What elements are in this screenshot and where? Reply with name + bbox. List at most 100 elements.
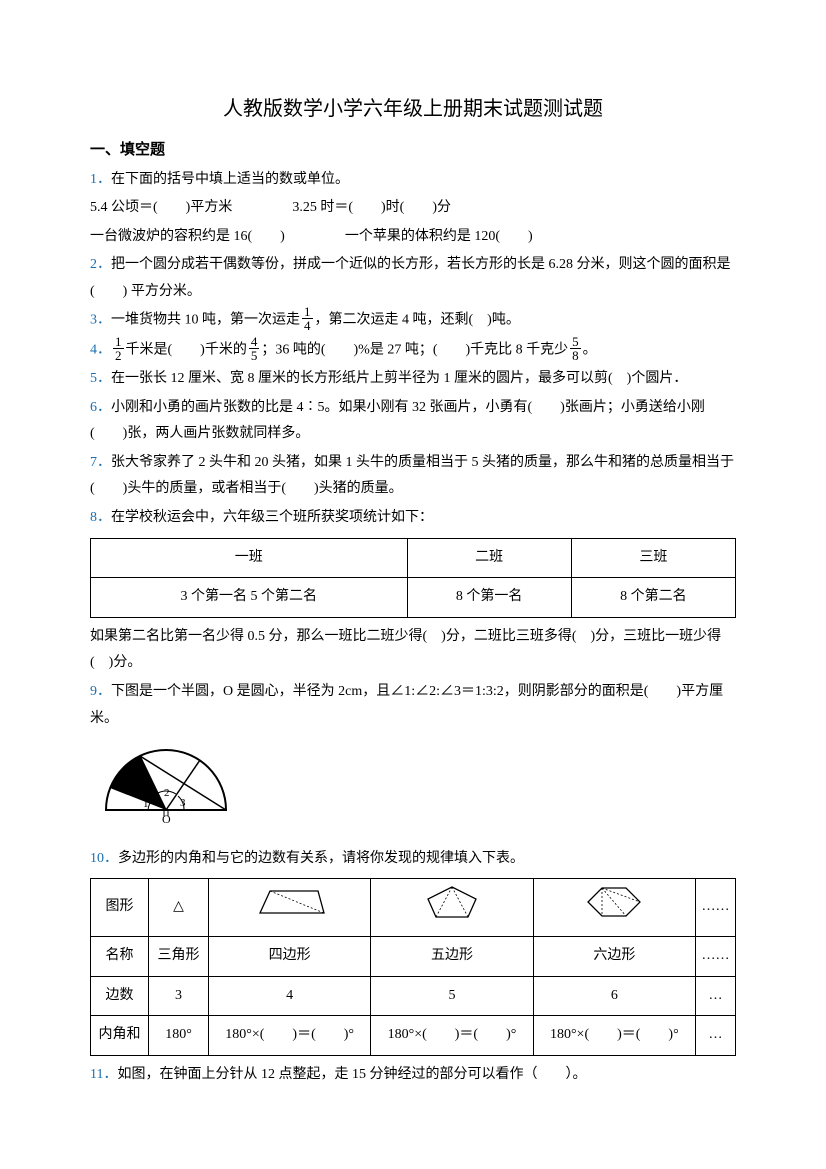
table-row: 3 个第一名 5 个第二名 8 个第一名 8 个第二名 <box>91 578 736 618</box>
table-row: 一班 二班 三班 <box>91 538 736 578</box>
qnum: 5． <box>90 371 111 386</box>
hexagon-icon <box>574 883 654 921</box>
q1-line2: 5.4 公顷＝( )平方米 3.25 时＝( )时( )分 <box>90 195 736 222</box>
qnum: 6． <box>90 400 111 415</box>
question-7: 7．张大爷家养了 2 头牛和 20 头猪，如果 1 头牛的质量相当于 5 头猪的… <box>90 450 736 503</box>
frac-n: 4 <box>249 335 260 349</box>
frac-d: 8 <box>570 349 581 362</box>
q3-mid: ，第二次运走 4 吨，还剩( )吨。 <box>315 313 520 328</box>
question-8: 8．在学校秋运会中，六年级三个班所获奖项统计如下： <box>90 505 736 532</box>
td-shape <box>533 879 695 937</box>
qnum: 11． <box>90 1067 117 1082</box>
td: 内角和 <box>91 1016 149 1056</box>
td: 180°×( )＝( )° <box>533 1016 695 1056</box>
question-5: 5．在一张长 12 厘米、宽 8 厘米的长方形纸片上剪半径为 1 厘米的圆片，最… <box>90 366 736 393</box>
quadrilateral-icon <box>250 885 330 919</box>
td: …… <box>696 879 736 937</box>
question-2: 2．把一个圆分成若干偶数等份，拼成一个近似的长方形，若长方形的长是 6.28 分… <box>90 252 736 305</box>
q9-figure: 1 2 3 O <box>96 740 736 836</box>
qnum: 9． <box>90 684 111 699</box>
td: 5 <box>371 976 533 1016</box>
td: 4 <box>209 976 371 1016</box>
q1-line3: 一台微波炉的容积约是 16( ) 一个苹果的体积约是 120( ) <box>90 224 736 251</box>
td: 三角形 <box>149 937 209 977</box>
table-row: 内角和 180° 180°×( )＝( )° 180°×( )＝( )° 180… <box>91 1016 736 1056</box>
td: 四边形 <box>209 937 371 977</box>
td: 8 个第二名 <box>571 578 735 618</box>
th: 二班 <box>407 538 571 578</box>
qnum: 2． <box>90 257 111 272</box>
td-shape <box>209 879 371 937</box>
q1-text: 在下面的括号中填上适当的数或单位。 <box>111 172 349 187</box>
q9-text: 下图是一个半圆，O 是圆心，半径为 2cm，且∠1:∠2:∠3＝1:3:2，则阴… <box>90 684 723 726</box>
table-row: 名称 三角形 四边形 五边形 六边形 …… <box>91 937 736 977</box>
td: … <box>696 976 736 1016</box>
td: 8 个第一名 <box>407 578 571 618</box>
td: 180°×( )＝( )° <box>371 1016 533 1056</box>
td: 六边形 <box>533 937 695 977</box>
pentagon-icon <box>412 883 492 921</box>
td: 3 <box>149 976 209 1016</box>
table-row: 边数 3 4 5 6 … <box>91 976 736 1016</box>
table-row: 图形 △ …… <box>91 879 736 937</box>
td: 边数 <box>91 976 149 1016</box>
q2-text: 把一个圆分成若干偶数等份，拼成一个近似的长方形，若长方形的长是 6.28 分米，… <box>90 257 731 299</box>
angle-1-label: 1 <box>143 798 149 810</box>
q8-text: 在学校秋运会中，六年级三个班所获奖项统计如下： <box>111 510 433 525</box>
semicircle-icon: 1 2 3 O <box>96 740 236 825</box>
fraction: 14 <box>302 305 313 332</box>
fraction: 58 <box>570 335 581 362</box>
q1-l3a: 一台微波炉的容积约是 16( ) <box>90 224 285 251</box>
q1-l3b: 一个苹果的体积约是 120( ) <box>345 224 533 251</box>
question-4: 4．12千米是( )千米的45；36 吨的( )%是 27 吨；( )千克比 8… <box>90 337 736 364</box>
frac-d: 5 <box>249 349 260 362</box>
page-title: 人教版数学小学六年级上册期末试题测试题 <box>90 90 736 128</box>
td: 180°×( )＝( )° <box>209 1016 371 1056</box>
td: 6 <box>533 976 695 1016</box>
qnum: 1． <box>90 172 111 187</box>
center-o-label: O <box>162 812 171 825</box>
td: 180° <box>149 1016 209 1056</box>
td: 五边形 <box>371 937 533 977</box>
frac-d: 2 <box>113 349 124 362</box>
td: 名称 <box>91 937 149 977</box>
angle-2-label: 2 <box>164 787 170 799</box>
question-1: 1．在下面的括号中填上适当的数或单位。 <box>90 167 736 194</box>
question-10: 10．多边形的内角和与它的边数有关系，请将你发现的规律填入下表。 <box>90 846 736 873</box>
qnum: 10． <box>90 851 118 866</box>
frac-n: 1 <box>302 305 313 319</box>
th: 三班 <box>571 538 735 578</box>
qnum: 7． <box>90 455 111 470</box>
q4-t2: ；36 吨的( )%是 27 吨；( )千克比 8 千克少 <box>261 343 568 358</box>
td: …… <box>696 937 736 977</box>
q5-text: 在一张长 12 厘米、宽 8 厘米的长方形纸片上剪半径为 1 厘米的圆片，最多可… <box>111 371 687 386</box>
q11-text: 如图，在钟面上分针从 12 点整起，走 15 分钟经过的部分可以看作（ ）。 <box>117 1067 586 1082</box>
q7-text: 张大爷家养了 2 头牛和 20 头猪，如果 1 头牛的质量相当于 5 头猪的质量… <box>90 455 734 497</box>
qnum: 4． <box>90 343 111 358</box>
angle-3-label: 3 <box>180 797 186 809</box>
q6-text: 小刚和小勇的画片张数的比是 4∶5。如果小刚有 32 张画片，小勇有( )张画片… <box>90 400 705 442</box>
qnum: 3． <box>90 313 111 328</box>
q1-l2b: 3.25 时＝( )时( )分 <box>292 195 451 222</box>
td-shape <box>371 879 533 937</box>
q4-t1: 千米是( )千米的 <box>126 343 247 358</box>
section-heading: 一、填空题 <box>90 136 736 165</box>
question-3: 3．一堆货物共 10 吨，第一次运走14，第二次运走 4 吨，还剩( )吨。 <box>90 307 736 334</box>
td: 3 个第一名 5 个第二名 <box>91 578 408 618</box>
frac-d: 4 <box>302 319 313 332</box>
q4-t3: 。 <box>583 343 597 358</box>
td: … <box>696 1016 736 1056</box>
qnum: 8． <box>90 510 111 525</box>
q3-pre: 一堆货物共 10 吨，第一次运走 <box>111 313 300 328</box>
q10-table: 图形 △ …… 名称 三角形 四边形 <box>90 878 736 1055</box>
question-6: 6．小刚和小勇的画片张数的比是 4∶5。如果小刚有 32 张画片，小勇有( )张… <box>90 395 736 448</box>
q8-after: 如果第二名比第一名少得 0.5 分，那么一班比二班少得( )分，二班比三班多得(… <box>90 624 736 677</box>
fraction: 12 <box>113 335 124 362</box>
th: 一班 <box>91 538 408 578</box>
question-9: 9．下图是一个半圆，O 是圆心，半径为 2cm，且∠1:∠2:∠3＝1:3:2，… <box>90 679 736 732</box>
question-11: 11．如图，在钟面上分针从 12 点整起，走 15 分钟经过的部分可以看作（ ）… <box>90 1062 736 1089</box>
td: 图形 <box>91 879 149 937</box>
frac-n: 1 <box>113 335 124 349</box>
q10-text: 多边形的内角和与它的边数有关系，请将你发现的规律填入下表。 <box>118 851 524 866</box>
frac-n: 5 <box>570 335 581 349</box>
